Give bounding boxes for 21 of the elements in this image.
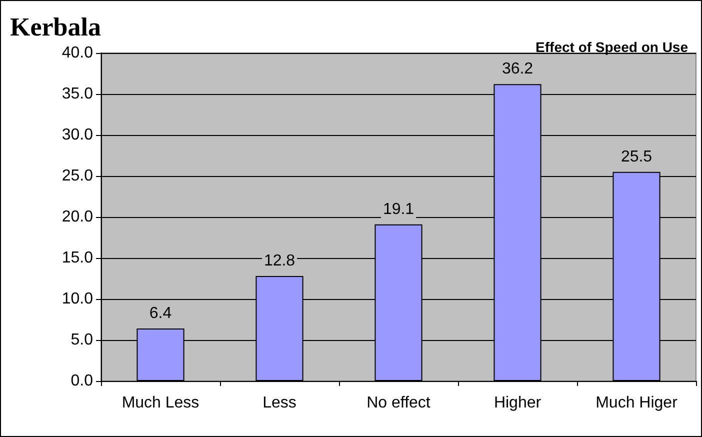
y-tick-label: 35.0 [62, 86, 94, 102]
x-tick-label: Higher [494, 394, 542, 412]
y-tick-label: 40.0 [62, 44, 94, 62]
y-tick-label: 25.0 [62, 168, 94, 184]
data-label: 6.4 [149, 305, 172, 322]
y-tick-label: 30.0 [62, 126, 94, 144]
y-tick-label: 10.0 [62, 290, 94, 308]
x-tick-label: Much Less [122, 394, 200, 412]
x-tick-label: Less [262, 394, 296, 412]
data-label: 25.5 [620, 148, 652, 166]
x-tick-label: No effect [366, 394, 431, 412]
chart-title: Kerbala [10, 12, 101, 42]
data-label: 12.8 [264, 252, 296, 270]
data-label: 19.1 [382, 200, 414, 218]
y-tick-label: 5.0 [70, 332, 94, 348]
y-tick-label: 0.0 [70, 372, 94, 390]
data-label: 36.2 [502, 60, 534, 78]
x-tick-label: Much Higer [596, 394, 678, 412]
y-tick-label: 20.0 [62, 208, 94, 226]
chart-subtitle: Effect of Speed on Use [536, 39, 688, 55]
y-tick-label: 15.0 [62, 250, 94, 266]
